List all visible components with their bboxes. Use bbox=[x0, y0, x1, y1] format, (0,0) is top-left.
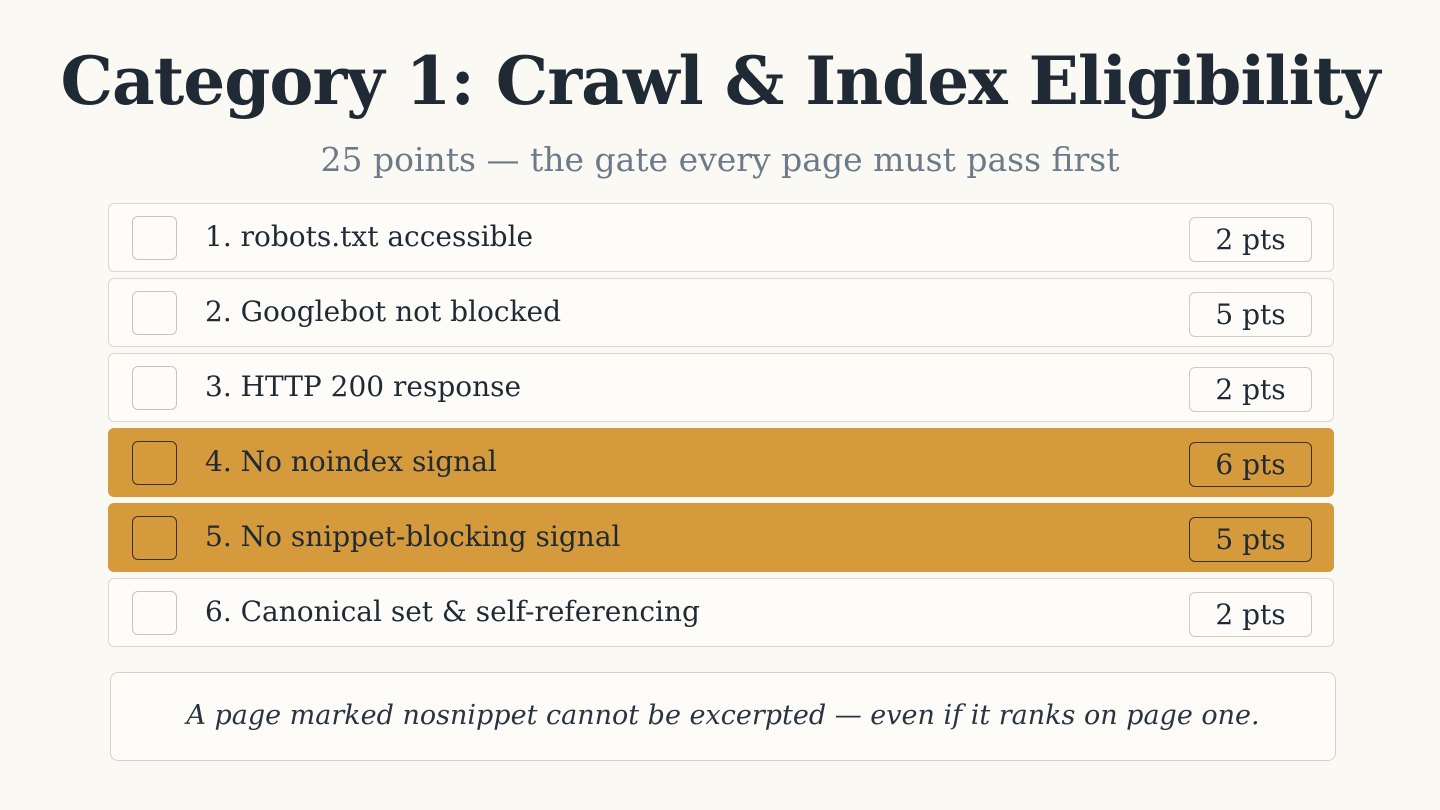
checklist-item-http-200[interactable]: 3. HTTP 200 response 2 pts bbox=[108, 353, 1334, 422]
page-subtitle: 25 points — the gate every page must pas… bbox=[320, 140, 1120, 179]
checklist: 1. robots.txt accessible 2 pts 2. Google… bbox=[108, 203, 1334, 653]
points-badge: 2 pts bbox=[1189, 217, 1312, 262]
checkbox-snippet-blocking[interactable] bbox=[132, 516, 177, 560]
checkbox-noindex[interactable] bbox=[132, 441, 177, 485]
checkbox-robots-txt[interactable] bbox=[132, 216, 177, 260]
checklist-item-label: 4. No noindex signal bbox=[205, 445, 497, 478]
checklist-item-label: 6. Canonical set & self-referencing bbox=[205, 595, 700, 628]
checklist-item-label: 1. robots.txt accessible bbox=[205, 220, 534, 253]
points-badge: 6 pts bbox=[1189, 442, 1312, 487]
checklist-item-noindex[interactable]: 4. No noindex signal 6 pts bbox=[108, 428, 1334, 497]
checklist-item-label: 5. No snippet-blocking signal bbox=[205, 520, 621, 553]
checkbox-googlebot[interactable] bbox=[132, 291, 177, 335]
checkbox-http-200[interactable] bbox=[132, 366, 177, 410]
checklist-item-googlebot[interactable]: 2. Googlebot not blocked 5 pts bbox=[108, 278, 1334, 347]
checklist-item-canonical[interactable]: 6. Canonical set & self-referencing 2 pt… bbox=[108, 578, 1334, 647]
checklist-item-robots-txt[interactable]: 1. robots.txt accessible 2 pts bbox=[108, 203, 1334, 272]
points-badge: 2 pts bbox=[1189, 592, 1312, 637]
points-badge: 5 pts bbox=[1189, 292, 1312, 337]
checkbox-canonical[interactable] bbox=[132, 591, 177, 635]
checklist-item-label: 3. HTTP 200 response bbox=[205, 370, 522, 403]
points-badge: 2 pts bbox=[1189, 367, 1312, 412]
page-title: Category 1: Crawl & Index Eligibility bbox=[60, 42, 1381, 120]
points-badge: 5 pts bbox=[1189, 517, 1312, 562]
checklist-item-snippet-blocking[interactable]: 5. No snippet-blocking signal 5 pts bbox=[108, 503, 1334, 572]
checklist-item-label: 2. Googlebot not blocked bbox=[205, 295, 562, 328]
callout-note: A page marked nosnippet cannot be excerp… bbox=[110, 672, 1336, 761]
